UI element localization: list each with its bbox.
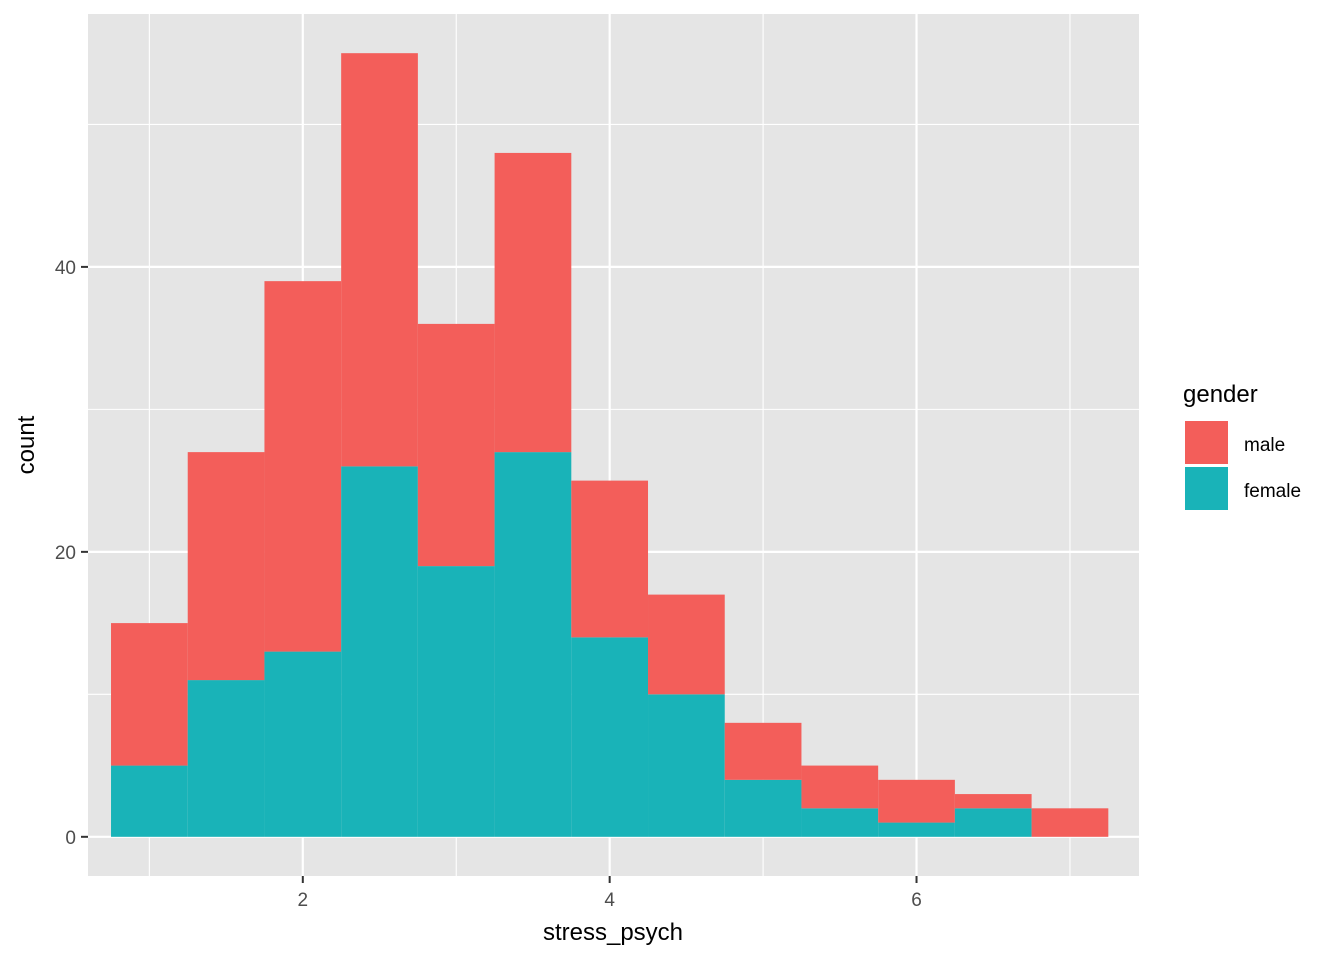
bar-female	[341, 466, 418, 837]
bar-male	[1031, 808, 1109, 837]
bar-male	[648, 594, 725, 695]
bar-male	[264, 281, 342, 652]
bar-male	[494, 152, 572, 453]
bar-male	[724, 722, 802, 780]
y-tick-label: 40	[55, 258, 76, 279]
bar-female	[801, 808, 879, 837]
bar-female	[187, 680, 265, 837]
histogram-bars	[111, 53, 1109, 837]
bar-male	[111, 623, 188, 766]
bar-female	[111, 765, 188, 837]
bar-female	[878, 822, 955, 837]
legend-title: gender	[1183, 381, 1258, 408]
legend: gender male female	[1183, 381, 1301, 510]
bar-female	[724, 779, 802, 837]
bar-male	[571, 480, 649, 638]
legend-label-male: male	[1244, 435, 1285, 456]
y-axis-title: count	[13, 415, 40, 474]
x-axis: 2 4 6	[298, 876, 922, 911]
bar-male	[187, 452, 265, 681]
bar-male	[801, 765, 879, 809]
y-axis: 0 20 40	[55, 258, 88, 849]
bar-male	[417, 323, 495, 567]
bar-female	[954, 808, 1032, 837]
legend-key-female	[1185, 467, 1228, 510]
legend-key-male	[1185, 421, 1228, 464]
y-tick-label: 20	[55, 543, 76, 564]
x-tick-label: 4	[604, 890, 615, 911]
bar-male	[954, 794, 1032, 809]
bar-female	[571, 637, 649, 837]
legend-label-female: female	[1244, 481, 1301, 502]
bar-female	[417, 566, 495, 837]
bar-female	[494, 452, 572, 837]
y-tick-label: 0	[65, 828, 76, 849]
x-tick-label: 2	[298, 890, 309, 911]
bar-female	[264, 651, 342, 837]
bar-male	[341, 53, 418, 467]
x-tick-label: 6	[911, 890, 922, 911]
x-axis-title: stress_psych	[543, 919, 683, 946]
bar-female	[648, 694, 725, 837]
bar-male	[878, 779, 955, 823]
